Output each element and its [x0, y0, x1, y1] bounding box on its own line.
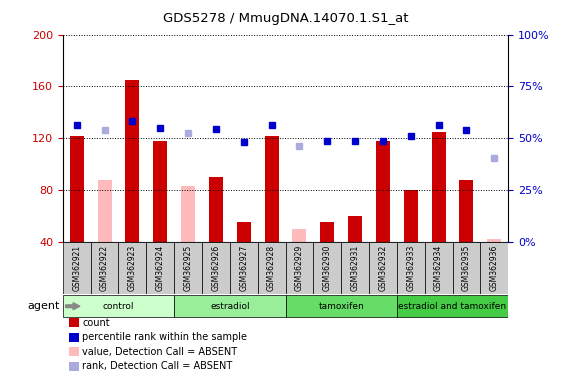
Text: GSM362921: GSM362921	[72, 245, 81, 291]
Bar	[292, 229, 307, 242]
Text: estradiol and tamoxifen: estradiol and tamoxifen	[399, 302, 506, 311]
Bar	[397, 295, 508, 318]
Bar	[209, 177, 223, 242]
Bar	[91, 242, 119, 294]
Bar	[313, 242, 341, 294]
Text: GSM362932: GSM362932	[379, 245, 388, 291]
Bar	[460, 180, 473, 242]
Bar	[348, 216, 362, 242]
Text: GSM362930: GSM362930	[323, 245, 332, 291]
Text: GSM362927: GSM362927	[239, 245, 248, 291]
Bar	[230, 242, 258, 294]
Text: GSM362933: GSM362933	[406, 245, 415, 291]
Text: GSM362925: GSM362925	[183, 245, 192, 291]
Bar	[146, 242, 174, 294]
Bar	[369, 242, 397, 294]
Bar	[432, 132, 445, 242]
Text: percentile rank within the sample: percentile rank within the sample	[82, 332, 247, 342]
Bar	[487, 239, 501, 242]
Bar	[153, 141, 167, 242]
Bar	[119, 242, 146, 294]
Text: tamoxifen: tamoxifen	[318, 302, 364, 311]
Bar	[174, 295, 286, 318]
Text: GSM362931: GSM362931	[351, 245, 360, 291]
Text: GSM362928: GSM362928	[267, 245, 276, 291]
Text: GSM362923: GSM362923	[128, 245, 137, 291]
Bar	[453, 242, 480, 294]
Bar	[237, 222, 251, 242]
Text: agent: agent	[27, 301, 60, 311]
Text: estradiol: estradiol	[210, 302, 250, 311]
Bar	[320, 222, 334, 242]
Text: value, Detection Call = ABSENT: value, Detection Call = ABSENT	[82, 347, 238, 357]
Bar	[258, 242, 286, 294]
Bar	[264, 136, 279, 242]
Text: control: control	[103, 302, 134, 311]
Bar	[63, 242, 91, 294]
Bar	[98, 180, 111, 242]
Bar	[286, 295, 397, 318]
Bar	[286, 242, 313, 294]
Text: GSM362936: GSM362936	[490, 245, 499, 291]
Text: GSM362934: GSM362934	[434, 245, 443, 291]
Bar	[63, 295, 174, 318]
Text: GSM362922: GSM362922	[100, 245, 109, 291]
Text: GDS5278 / MmugDNA.14070.1.S1_at: GDS5278 / MmugDNA.14070.1.S1_at	[163, 12, 408, 25]
Bar	[202, 242, 230, 294]
Bar	[425, 242, 452, 294]
Bar	[70, 136, 84, 242]
Text: rank, Detection Call = ABSENT: rank, Detection Call = ABSENT	[82, 361, 232, 371]
Bar	[341, 242, 369, 294]
Bar	[126, 80, 139, 242]
Text: GSM362929: GSM362929	[295, 245, 304, 291]
Text: GSM362935: GSM362935	[462, 245, 471, 291]
Bar	[397, 242, 425, 294]
Text: GSM362926: GSM362926	[211, 245, 220, 291]
Bar	[174, 242, 202, 294]
Text: count: count	[82, 318, 110, 328]
Bar	[181, 186, 195, 242]
Bar	[404, 190, 418, 242]
Bar	[480, 242, 508, 294]
Bar	[376, 141, 390, 242]
Text: GSM362924: GSM362924	[156, 245, 165, 291]
